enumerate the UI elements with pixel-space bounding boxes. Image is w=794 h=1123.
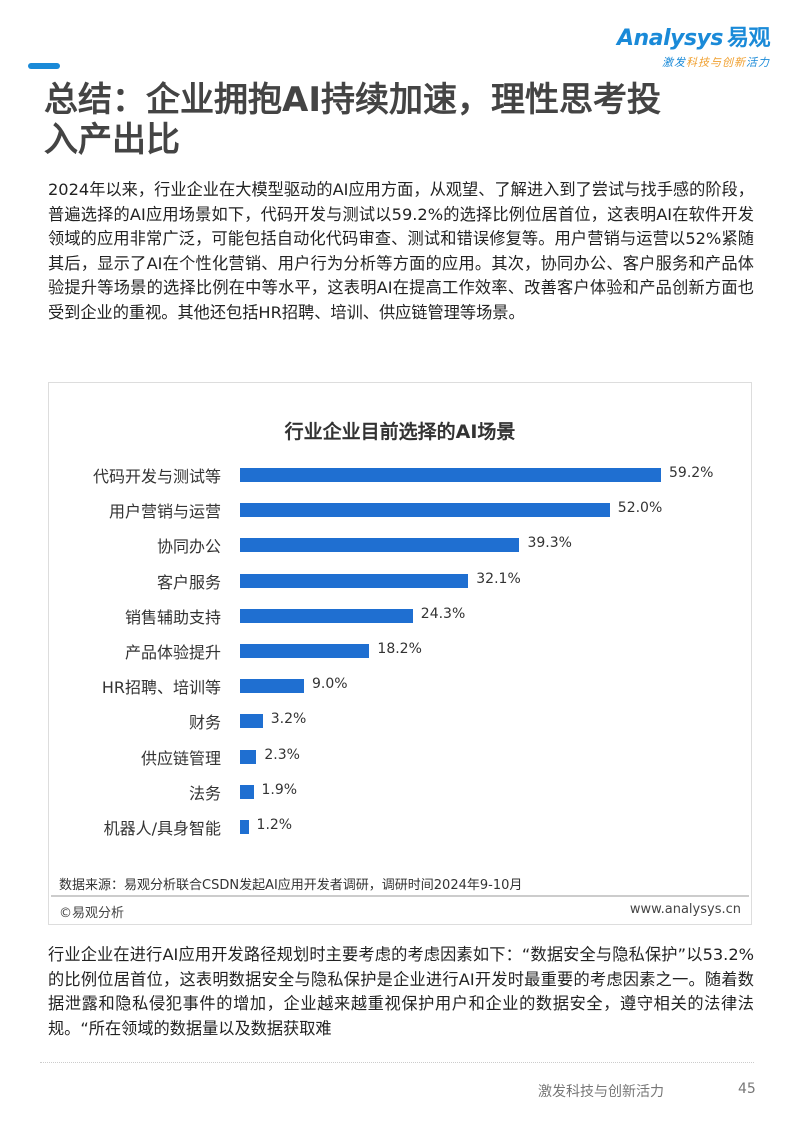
- category-label: 客户服务: [156, 572, 221, 592]
- bar: [240, 784, 254, 799]
- value-label: 39.3%: [527, 535, 572, 552]
- category-label: 产品体验提升: [124, 643, 221, 662]
- footer-divider: [40, 1062, 754, 1063]
- chart-title: 行业企业目前选择的AI场景: [284, 421, 516, 443]
- category-label: 财务: [188, 713, 221, 733]
- chart-source: 数据来源：易观分析联合CSDN发起AI应用开发者调研，调研时间2024年9-10…: [59, 878, 523, 893]
- chart-container: 行业企业目前选择的AI场景 代码开发与测试等 59.2% 用户营销与运营 52.0…: [48, 382, 752, 925]
- bar: [240, 573, 469, 588]
- logo-tagline: 科技与创新: [686, 56, 746, 69]
- value-label: 52.0%: [617, 500, 663, 517]
- copyright: ©易观分析: [59, 906, 125, 921]
- category-label: 销售辅助支持: [124, 607, 221, 627]
- value-label: 1.9%: [261, 781, 298, 798]
- chart-row: 产品体验提升 18.2%: [49, 641, 751, 662]
- category-label: HR招聘、培训等: [101, 678, 221, 698]
- value-label: 9.0%: [312, 676, 348, 693]
- value-label: 1.2%: [256, 817, 293, 833]
- logo-tagline: 活力: [746, 56, 770, 69]
- bar: [240, 749, 257, 764]
- body-paragraph: 2024年以来，行业企业在大模型驱动的AI应用方面，从观望、了解进入到了尝试与找…: [48, 180, 754, 322]
- bar: [240, 538, 520, 553]
- chart-row: 用户营销与运营 52.0%: [49, 500, 751, 522]
- logo-brand: Analysys: [617, 26, 723, 51]
- page-title: 总结：企业拥抱AI持续加速，理性思考投入产出比: [44, 80, 661, 160]
- body-paragraph: 行业企业在进行AI应用开发路径规划时主要考虑的考虑因素如下：“数据安全与隐私保护…: [48, 945, 754, 1038]
- bar: [240, 714, 263, 729]
- chart-row: 客户服务 32.1%: [49, 570, 751, 592]
- chart-row: 协同办公 39.3%: [49, 535, 751, 557]
- bar: [240, 503, 610, 518]
- value-label: 3.2%: [270, 711, 307, 728]
- footer-slogan: 激发科技与创新活力: [538, 1084, 664, 1100]
- logo-brand-cn: 易观: [726, 26, 771, 51]
- chart-row: 财务 3.2%: [49, 711, 751, 733]
- bar: [240, 679, 304, 694]
- value-label: 18.2%: [377, 641, 422, 657]
- chart-row: 机器人/具身智能 1.2%: [49, 817, 751, 838]
- bar: [240, 820, 249, 834]
- value-label: 59.2%: [669, 465, 714, 481]
- website-link[interactable]: www.analysys.cn: [629, 902, 741, 917]
- chart-row: 代码开发与测试等 59.2%: [49, 465, 751, 486]
- category-label: 机器人/具身智能: [103, 819, 221, 838]
- chart-row: 销售辅助支持 24.3%: [49, 605, 751, 627]
- divider: [51, 895, 749, 897]
- title-accent-bar: [28, 63, 60, 69]
- bar: [240, 608, 413, 623]
- chart-row: 供应链管理 2.3%: [49, 746, 751, 768]
- logo-tagline: 激发: [662, 56, 686, 69]
- category-label: 法务: [188, 783, 221, 803]
- chart-row: HR招聘、培训等 9.0%: [49, 676, 751, 698]
- category-label: 用户营销与运营: [108, 502, 221, 522]
- bar: [240, 644, 370, 658]
- category-label: 代码开发与测试等: [92, 467, 221, 486]
- value-label: 2.3%: [264, 746, 300, 763]
- page-number: 45: [738, 1081, 756, 1097]
- value-label: 24.3%: [420, 605, 466, 622]
- value-label: 32.1%: [476, 570, 521, 587]
- chart-row: 法务 1.9%: [49, 781, 751, 803]
- category-label: 供应链管理: [140, 748, 221, 768]
- category-label: 协同办公: [156, 537, 221, 557]
- bar: [240, 468, 661, 482]
- analysys-logo: Analysys 易观 激发科技与创新活力: [617, 20, 770, 70]
